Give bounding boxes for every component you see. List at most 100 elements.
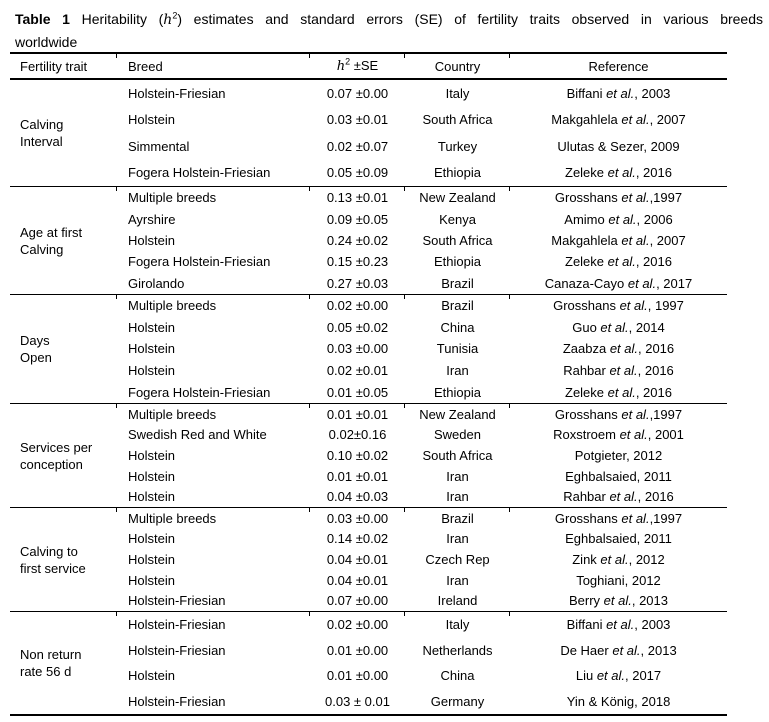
table-row: Fogera Holstein-Friesian 0.01 ±0.05 Ethi…	[10, 383, 727, 401]
table-row: Holstein 0.04 ±0.03 Iran Rahbar et al., …	[10, 488, 727, 506]
country-cell: China	[440, 319, 475, 335]
caption-line1: Table 1 Heritability (h2) estimates and …	[15, 8, 763, 31]
trait-label: Non return rate 56 d	[20, 647, 82, 679]
breed-cell: Girolando	[128, 275, 185, 291]
table-row: Holstein 0.01 ±0.00 China Liu et al., 20…	[10, 667, 727, 685]
column-divider-tick	[309, 54, 310, 58]
country-cell: Netherlands	[422, 642, 493, 658]
country-cell: Brazil	[441, 510, 474, 526]
country-cell: Italy	[445, 85, 470, 101]
h2-se-cell: 0.05 ±0.02	[326, 319, 389, 335]
h2-se-cell: 0.04 ±0.01	[326, 551, 389, 567]
country-cell: South Africa	[422, 447, 493, 463]
column-divider-tick	[309, 404, 310, 408]
table-row: Multiple breeds 0.02 ±0.00 Brazil Grossh…	[10, 297, 727, 315]
reference-cell: Toghiani, 2012	[576, 572, 661, 588]
h2-se-cell: 0.27 ±0.03	[326, 275, 389, 291]
reference-cell: Rahbar et al., 2016	[563, 489, 674, 505]
reference-cell: Grosshans et al.,1997	[554, 510, 683, 526]
table-row: Multiple breeds 0.03 ±0.00 Brazil Grossh…	[10, 509, 727, 527]
column-divider-tick	[309, 187, 310, 191]
trait-label: Age at first Calving	[20, 224, 83, 257]
col-header-h2-se: h2 ±SE	[310, 56, 405, 74]
breed-cell: Holstein-Friesian	[128, 85, 226, 101]
col-header-breed: Breed	[128, 58, 163, 74]
breed-cell: Holstein	[128, 447, 175, 463]
breed-cell: Holstein	[128, 319, 175, 335]
reference-cell: Potgieter, 2012	[574, 447, 663, 463]
table-row: Holstein 0.03 ±0.00 Tunisia Zaabza et al…	[10, 340, 727, 358]
column-divider-tick	[404, 404, 405, 408]
se-label: ±SE	[350, 58, 379, 73]
h2-se-cell: 0.02 ±0.01	[326, 363, 389, 379]
reference-cell: Makgahlela et al., 2007	[551, 112, 686, 128]
country-cell: Italy	[445, 617, 470, 633]
table-row: Swedish Red and White 0.02±0.16 Sweden R…	[10, 426, 727, 444]
column-divider-tick	[404, 612, 405, 616]
table-row: Holstein 0.04 ±0.01 Iran Toghiani, 2012	[10, 571, 727, 589]
table-row: Multiple breeds 0.13 ±0.01 New Zealand G…	[10, 189, 727, 207]
breed-cell: Holstein-Friesian	[128, 593, 226, 609]
country-cell: Iran	[446, 363, 469, 379]
breed-cell: Holstein	[128, 112, 175, 128]
country-cell: Ireland	[437, 593, 478, 609]
breed-cell: Fogera Holstein-Friesian	[128, 165, 271, 181]
country-cell: Brazil	[441, 275, 474, 291]
breed-cell: Multiple breeds	[128, 406, 217, 422]
reference-cell: Grosshans et al.,1997	[554, 190, 683, 206]
breed-cell: Holstein-Friesian	[128, 642, 226, 658]
country-cell: Brazil	[441, 298, 474, 314]
breed-cell: Swedish Red and White	[128, 427, 267, 443]
h2-se-cell: 0.03 ±0.00	[326, 341, 389, 357]
column-divider-tick	[404, 295, 405, 299]
column-divider-tick	[116, 54, 117, 58]
h-squared-exponent: 2	[345, 56, 351, 67]
reference-cell: Amimo et al., 2006	[564, 211, 673, 227]
reference-cell: Yin & König, 2018	[566, 693, 671, 709]
reference-cell: Zeleke et al., 2016	[565, 384, 672, 400]
col-header-reference: Reference	[588, 58, 649, 74]
reference-cell: Biffani et al., 2003	[566, 85, 671, 101]
reference-cell: Berry et al., 2013	[568, 593, 668, 609]
table-body: Calving Interval Holstein-Friesian 0.07 …	[10, 80, 727, 714]
breed-cell: Holstein	[128, 489, 175, 505]
country-cell: Germany	[430, 693, 485, 709]
h2-se-cell: 0.01 ±0.01	[326, 468, 389, 484]
breed-cell: Holstein	[128, 232, 175, 248]
h2-se-cell: 0.03 ±0.01	[326, 112, 389, 128]
col-header-country: Country	[434, 58, 481, 74]
table-row: Holstein-Friesian 0.03 ± 0.01 Germany Yi…	[10, 692, 727, 710]
country-cell: Iran	[446, 531, 469, 547]
breed-cell: Holstein-Friesian	[128, 617, 226, 633]
column-divider-tick	[509, 54, 510, 58]
h2-se-cell: 0.03 ± 0.01	[325, 693, 390, 709]
breed-cell: Fogera Holstein-Friesian	[128, 254, 271, 270]
h2-se-cell: 0.01 ±0.00	[326, 668, 389, 684]
trait-label: Services per conception	[20, 439, 93, 472]
country-cell: Ethiopia	[434, 384, 481, 400]
table-bottom-rule	[10, 714, 727, 716]
reference-cell: Guo et al., 2014	[572, 319, 665, 335]
country-cell: China	[440, 668, 475, 684]
country-cell: Iran	[446, 468, 469, 484]
h-squared-symbol: h	[163, 12, 173, 28]
table-row: Holstein-Friesian 0.01 ±0.00 Netherlands…	[10, 641, 727, 659]
country-cell: Czech Rep	[425, 551, 490, 567]
reference-cell: Zaabza et al., 2016	[562, 341, 675, 357]
column-divider-tick	[116, 187, 117, 191]
h2-se-cell: 0.01 ±0.05	[326, 384, 389, 400]
trait-label: Calving to first service	[20, 543, 86, 576]
reference-cell: Eghbalsaied, 2011	[565, 531, 672, 547]
reference-cell: Biffani et al., 2003	[566, 617, 671, 633]
trait-section: Non return rate 56 d Holstein-Friesian 0…	[10, 611, 727, 714]
trait-section: Services per conception Multiple breeds …	[10, 403, 727, 507]
table-row: Holstein 0.24 ±0.02 South Africa Makgahl…	[10, 231, 727, 249]
table-row: Holstein-Friesian 0.07 ±0.00 Italy Biffa…	[10, 84, 727, 102]
column-divider-tick	[309, 612, 310, 616]
h2-se-cell: 0.03 ±0.00	[326, 510, 389, 526]
table-row: Holstein 0.04 ±0.01 Czech Rep Zink et al…	[10, 550, 727, 568]
table-row: Holstein 0.05 ±0.02 China Guo et al., 20…	[10, 318, 727, 336]
column-divider-tick	[509, 295, 510, 299]
country-cell: Iran	[446, 489, 469, 505]
reference-cell: Grosshans et al.,1997	[554, 406, 683, 422]
